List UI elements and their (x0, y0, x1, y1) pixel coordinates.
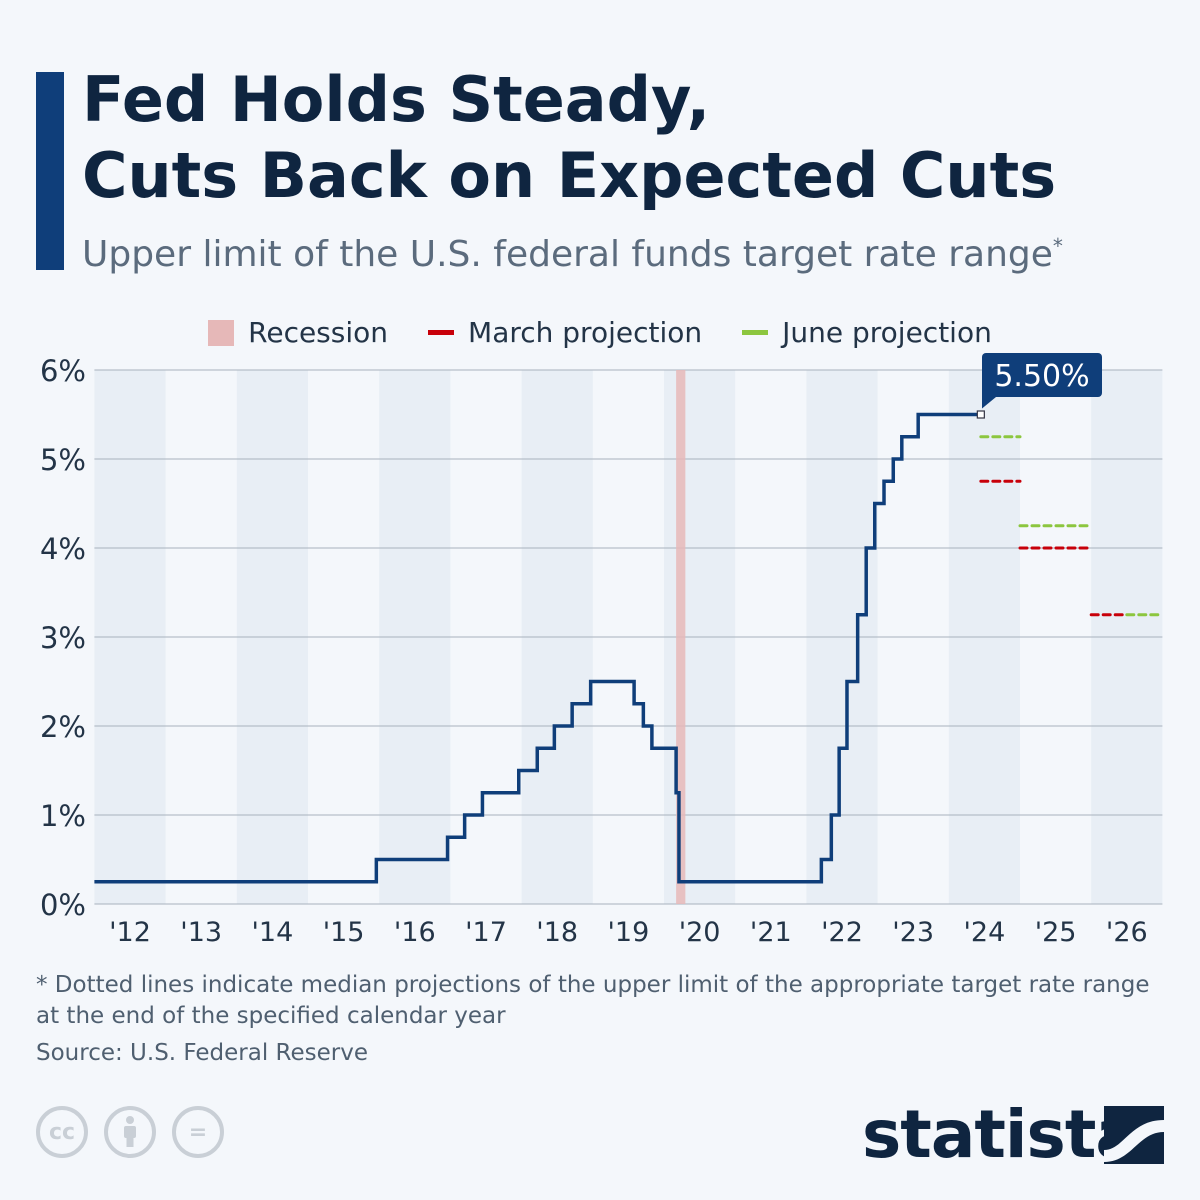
last-point-marker (976, 410, 985, 419)
source: Source: U.S. Federal Reserve (36, 1040, 368, 1066)
annotation-pointer (982, 390, 996, 409)
x-tick-label: '20 (679, 917, 721, 948)
x-tick-label: '26 (1106, 917, 1148, 948)
title-line-1: Fed Holds Steady, (82, 63, 711, 136)
annotation-box (982, 353, 1102, 397)
title-line-2: Cuts Back on Expected Cuts (82, 139, 1057, 212)
x-tick-label: '16 (394, 917, 436, 948)
chart-title: Fed Holds Steady, Cuts Back on Expected … (82, 62, 1056, 214)
legend-recession: Recession (208, 316, 388, 349)
x-tick-label: '22 (821, 917, 863, 948)
march-swatch (428, 330, 455, 335)
legend-label: Recession (248, 316, 389, 349)
x-tick-label: '21 (750, 917, 792, 948)
no-derivatives-icon[interactable]: = (172, 1106, 224, 1158)
legend: Recession March projection June projecti… (0, 316, 1200, 349)
x-tick-label: '24 (964, 917, 1006, 948)
legend-june: June projection (742, 316, 992, 349)
title-accent-bar (36, 72, 64, 270)
y-tick-label: 1% (40, 799, 86, 833)
x-tick-label: '14 (252, 917, 294, 948)
y-tick-label: 5% (40, 443, 86, 477)
value-annotation: 5.50% (982, 353, 1102, 409)
june-swatch (742, 330, 769, 335)
y-tick-label: 2% (40, 710, 86, 744)
subtitle-text: Upper limit of the U.S. federal funds ta… (82, 234, 1053, 275)
y-tick-label: 4% (40, 532, 86, 566)
y-tick-label: 3% (40, 621, 86, 655)
y-tick-label: 6% (40, 354, 86, 388)
recession-swatch (208, 319, 235, 346)
x-tick-label: '18 (536, 917, 578, 948)
annotation-label: 5.50% (994, 359, 1089, 394)
cc-icon[interactable]: cc (36, 1106, 88, 1158)
legend-march: March projection (428, 316, 702, 349)
x-tick-label: '25 (1035, 917, 1077, 948)
recession-band (676, 370, 686, 904)
license-icons: cc = (36, 1106, 224, 1158)
x-tick-label: '23 (892, 917, 934, 948)
chart-svg: 0% 1% 2% 3% 4% 5% 6% '12 '13 '14 '15 '16 '17 '18 '19 '2… (40, 353, 1164, 948)
x-tick-label: '13 (180, 917, 222, 948)
chart-subtitle: Upper limit of the U.S. federal funds ta… (82, 234, 1063, 275)
y-tick-label: 0% (40, 888, 86, 922)
rate-line (94, 412, 981, 884)
x-tick-label: '19 (608, 917, 650, 948)
x-tick-label: '12 (109, 917, 151, 948)
footnote: * Dotted lines indicate median projectio… (36, 972, 1150, 1029)
subtitle-footnote-mark: * (1052, 234, 1063, 258)
legend-label: June projection (782, 316, 992, 349)
x-tick-label: '17 (465, 917, 507, 948)
attribution-icon[interactable] (104, 1106, 156, 1158)
statista-logo-mark (1104, 1106, 1164, 1164)
x-tick-label: '15 (323, 917, 365, 948)
statista-logo[interactable]: statista (862, 1096, 1140, 1173)
legend-label: March projection (468, 316, 703, 349)
